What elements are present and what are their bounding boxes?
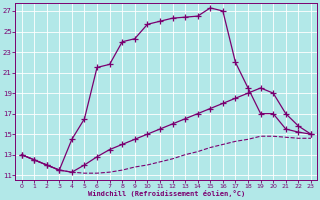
X-axis label: Windchill (Refroidissement éolien,°C): Windchill (Refroidissement éolien,°C)	[88, 190, 245, 197]
